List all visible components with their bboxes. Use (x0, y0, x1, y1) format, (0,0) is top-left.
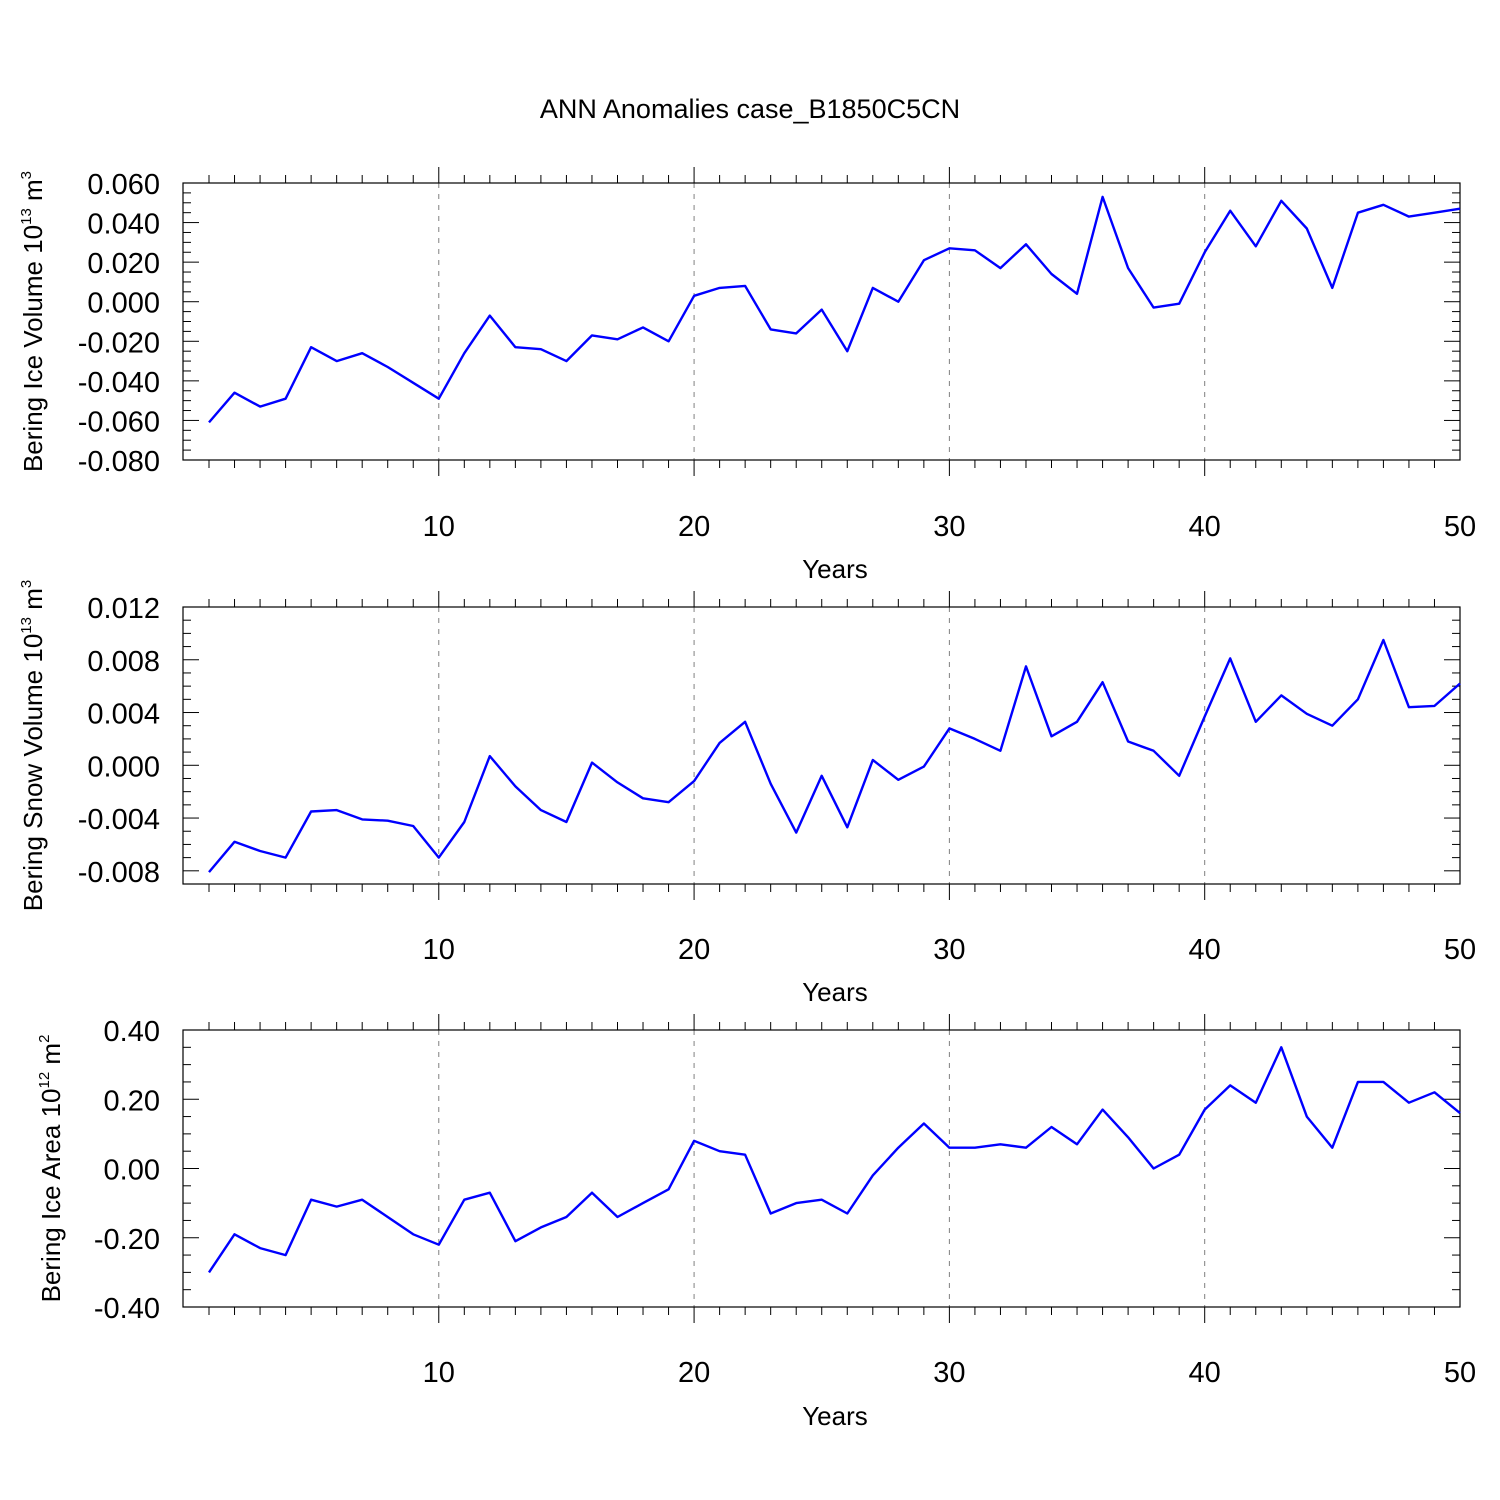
chart-panels: 10 20 30 40 50 Years -0.080 -0.060 -0.040 -0.020 0… (18, 167, 1476, 1431)
x-tick-label: 40 (1189, 511, 1221, 543)
y-tick-label: 0.012 (87, 593, 160, 625)
y-tick-label: -0.40 (94, 1293, 160, 1325)
x-tick-label: 40 (1189, 1357, 1221, 1389)
y-tick-label: -0.004 (78, 804, 160, 836)
y-tick-label: -0.008 (78, 857, 160, 889)
y-tick-label: -0.060 (78, 406, 160, 438)
y-tick-label: -0.020 (78, 327, 160, 359)
panel-3: 10 20 30 40 50 Years -0.40 -0.20 0.00 0.20 0.40 Ber… (36, 1014, 1476, 1431)
x-axis-label: Years (802, 977, 868, 1007)
x-tick-label: 40 (1189, 934, 1221, 966)
y-axis-label: Bering Ice Area 1012 m2 (36, 1035, 66, 1303)
panel-1: 10 20 30 40 50 Years -0.080 -0.060 -0.040 -0.020 0… (18, 167, 1476, 584)
x-tick-label: 50 (1444, 934, 1476, 966)
x-tick-label: 50 (1444, 1357, 1476, 1389)
x-axis-label: Years (802, 554, 868, 584)
x-tick-label: 20 (678, 511, 710, 543)
y-tick-label: 0.20 (104, 1085, 160, 1117)
y-tick-label: 0.004 (87, 699, 160, 731)
y-axis-label: Bering Ice Volume 1013 m3 (18, 171, 48, 472)
series-line (208, 195, 1461, 424)
y-tick-label: 0.040 (87, 209, 160, 241)
y-tick-label: 0.060 (87, 169, 160, 201)
x-tick-label: 50 (1444, 511, 1476, 543)
y-axis-label: Bering Snow Volume 1013 m3 (18, 580, 48, 911)
y-tick-label: -0.20 (94, 1224, 160, 1256)
y-tick-label: 0.00 (104, 1155, 160, 1187)
y-tick-label: 0.000 (87, 288, 160, 320)
x-tick-label: 20 (678, 934, 710, 966)
y-tick-label: 0.40 (104, 1016, 160, 1048)
series-line (208, 1046, 1461, 1274)
x-tick-label: 20 (678, 1357, 710, 1389)
x-tick-label: 30 (933, 511, 965, 543)
panel-2: 10 20 30 40 50 Years -0.008 -0.004 0.000 0.004 0.0… (18, 580, 1476, 1007)
x-tick-label: 10 (423, 511, 455, 543)
x-axis-label: Years (802, 1401, 868, 1431)
series-line (208, 638, 1461, 873)
y-tick-label: -0.080 (78, 446, 160, 478)
y-tick-label: 0.020 (87, 248, 160, 280)
y-tick-label: 0.008 (87, 646, 160, 678)
x-tick-label: 10 (423, 934, 455, 966)
x-tick-label: 10 (423, 1357, 455, 1389)
x-tick-label: 30 (933, 934, 965, 966)
y-tick-label: -0.040 (78, 367, 160, 399)
x-tick-label: 30 (933, 1357, 965, 1389)
chart-title: ANN Anomalies case_B1850C5CN (540, 94, 960, 124)
y-tick-label: 0.000 (87, 751, 160, 783)
